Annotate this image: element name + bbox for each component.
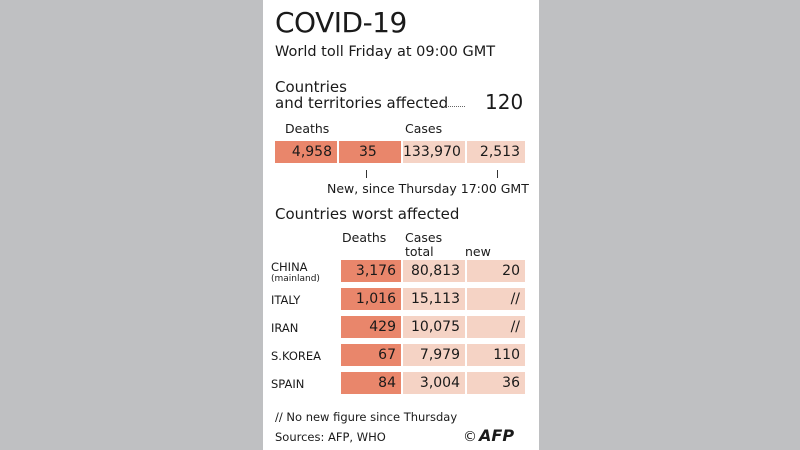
col-new-header: new [465,244,491,259]
country-name: ITALY [271,293,301,307]
country-name: S.KOREA [271,349,322,363]
chart-subtitle: World toll Friday at 09:00 GMT [275,44,496,60]
col-deaths-header: Deaths [342,230,387,245]
country-name: CHINA [271,260,308,274]
deaths-cell: 1,016 [341,288,401,310]
new-cell: // [467,316,525,338]
col-cases-header-line2: total [405,244,434,259]
country-name: SPAIN [271,377,305,391]
totals-deaths-new-value: 35 [339,141,401,163]
afp-logo-text: AFP [479,426,515,445]
tick-cases-new [497,170,498,178]
tick-deaths-new [366,170,367,178]
totals-cases-header: Cases [405,121,443,136]
deaths-cell: 84 [341,372,401,394]
countries-label-line2: and territories affected [275,94,449,112]
leader-dots [439,106,465,107]
deaths-cell: 3,176 [341,260,401,282]
totals-cases-new-value: 2,513 [467,141,525,163]
country-subname: (mainland) [271,274,320,284]
totals-cases-value: 133,970 [403,141,465,163]
new-cell: 110 [467,344,525,366]
cases-cell: 15,113 [403,288,465,310]
cases-cell: 80,813 [403,260,465,282]
copyright-symbol: © [463,429,477,445]
sources: Sources: AFP, WHO [275,430,386,444]
totals-deaths-value: 4,958 [275,141,337,163]
new-cell: // [467,288,525,310]
col-cases-header-line1: Cases [405,230,443,245]
totals-deaths-header: Deaths [285,121,330,136]
cases-cell: 10,075 [403,316,465,338]
footnote: // No new figure since Thursday [275,410,458,424]
infographic-card: COVID-19 World toll Friday at 09:00 GMT … [263,0,539,450]
cases-cell: 7,979 [403,344,465,366]
deaths-cell: 429 [341,316,401,338]
chart-title: COVID-19 [275,6,407,39]
afp-logo: © AFP [463,426,514,445]
worst-affected-title: Countries worst affected [275,205,460,223]
deaths-cell: 67 [341,344,401,366]
new-since-note: New, since Thursday 17:00 GMT [327,181,529,196]
new-cell: 36 [467,372,525,394]
countries-label-line1: Countries [275,78,347,96]
new-cell: 20 [467,260,525,282]
cases-cell: 3,004 [403,372,465,394]
countries-value: 120 [485,90,524,114]
country-name: IRAN [271,321,299,335]
